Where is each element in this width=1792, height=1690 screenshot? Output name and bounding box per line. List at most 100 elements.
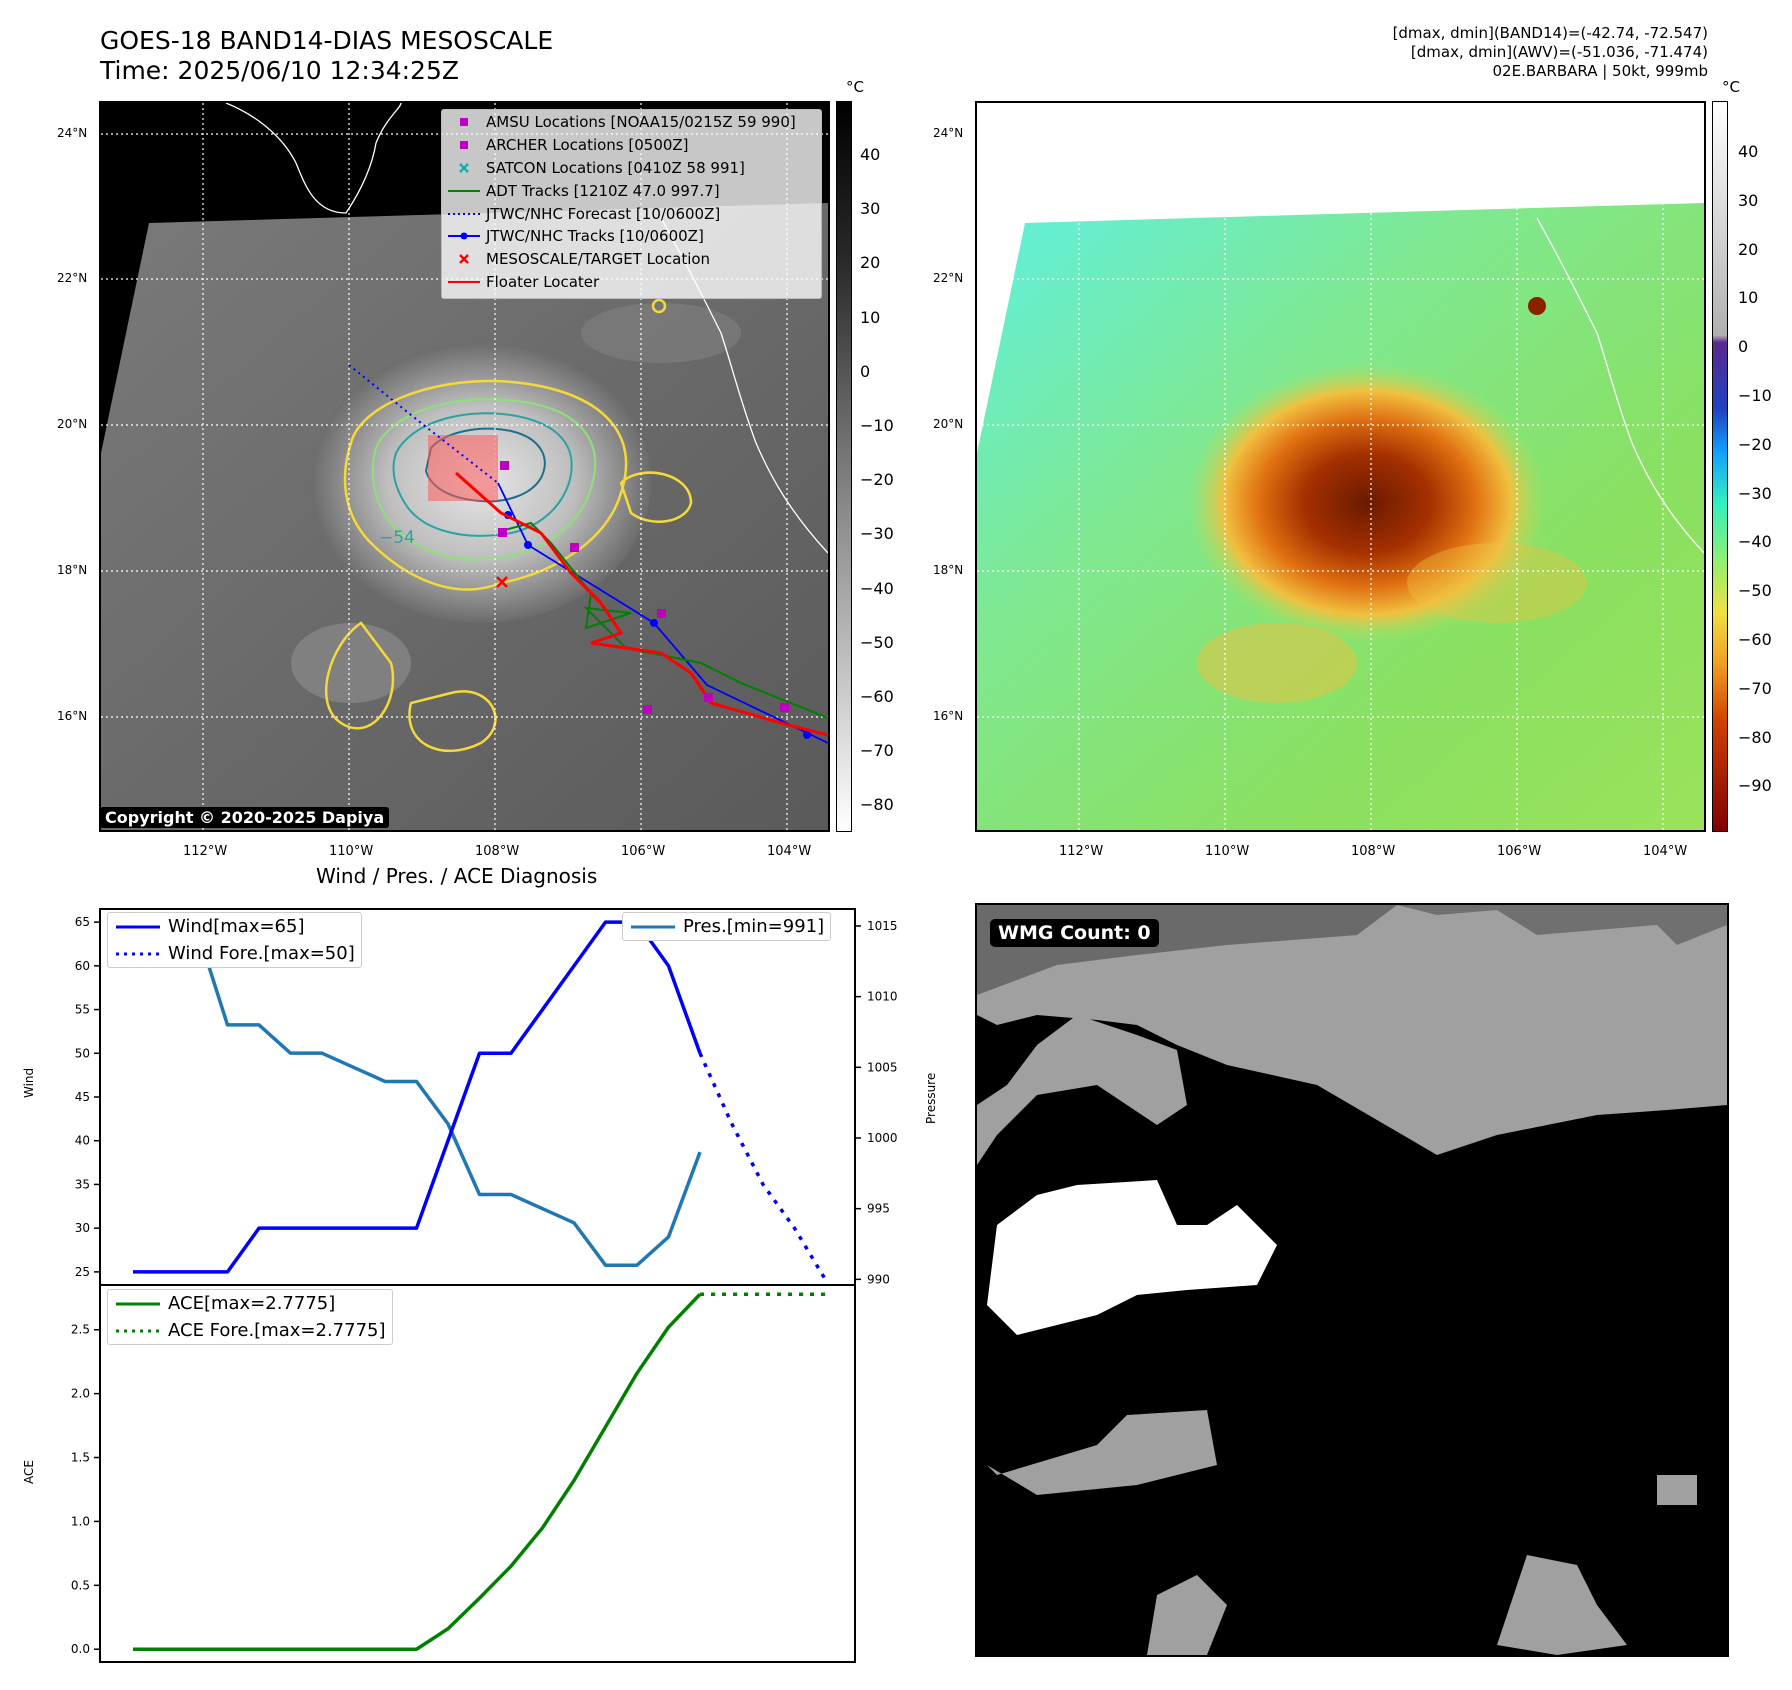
legend-label: MESOSCALE/TARGET Location	[486, 250, 711, 269]
legend-marker	[442, 230, 486, 242]
contour-green	[371, 398, 597, 561]
ace-axis-label: ACE	[22, 1460, 36, 1484]
pressure-tick-label: 1005	[867, 1060, 898, 1074]
ace-tick-label: 1.5	[71, 1451, 90, 1465]
floater-box	[428, 435, 498, 501]
legend-marker	[442, 162, 486, 174]
colorbar-tick: 0	[1738, 337, 1749, 357]
legend-marker	[442, 208, 486, 220]
legend-item: JTWC/NHC Tracks [10/0600Z]	[442, 225, 821, 248]
lat-label: 20°N	[57, 417, 88, 431]
storm-info: 02E.BARBARA | 50kt, 999mb	[1492, 62, 1708, 80]
wind-tick-label: 45	[75, 1090, 90, 1104]
wind-legend: Wind[max=65] Wind Fore.[max=50]	[107, 912, 362, 968]
diagnosis-chart: 25 30 35 40 45 50 55 60 65 990 995 1000 1005 1010 1015…	[71, 908, 898, 1663]
colorbar-tick: −60	[1738, 630, 1772, 649]
lon-label: 106°W	[621, 844, 666, 859]
legend-label: ADT Tracks [1210Z 47.0 997.7]	[486, 181, 720, 200]
legend-item: ARCHER Locations [0500Z]	[442, 134, 821, 157]
lon-label: 104°W	[1643, 844, 1688, 859]
awv-core	[1187, 363, 1547, 643]
legend-item: ADT Tracks [1210Z 47.0 997.7]	[442, 179, 821, 202]
colorbar-tick: −50	[860, 632, 894, 652]
chart-title: Wind / Pres. / ACE Diagnosis	[316, 864, 598, 888]
figure-title: GOES-18 BAND14-DIAS MESOSCALE Time: 2025…	[100, 26, 553, 86]
stats-block: [dmax, dmin](BAND14)=(-42.74, -72.547) […	[1393, 24, 1708, 81]
lon-label: 110°W	[329, 844, 374, 859]
wind-line	[133, 920, 702, 1274]
ace-frame	[99, 1284, 856, 1663]
lat-label: 22°N	[57, 271, 88, 285]
ace-tick-label: 0.0	[71, 1642, 90, 1656]
colorbar-tick: 10	[860, 307, 881, 327]
colorbar-tick: −30	[1738, 483, 1772, 503]
pressure-tick-label: 990	[867, 1272, 890, 1286]
colorbar-ir-unit: °C	[846, 78, 864, 96]
legend-item: JTWC/NHC Forecast [10/0600Z]	[442, 202, 821, 225]
legend-label: SATCON Locations [0410Z 58 991]	[486, 158, 745, 177]
lat-label: 20°N	[933, 417, 964, 431]
wind-tick-label: 30	[75, 1221, 90, 1235]
legend-label: ARCHER Locations [0500Z]	[486, 136, 689, 155]
ace-tick-label: 1.0	[71, 1514, 90, 1528]
wind-tick-label: 60	[75, 959, 90, 973]
legend-marker	[442, 253, 486, 265]
colorbar-tick: −70	[1738, 678, 1772, 698]
colorbar-tick: 40	[860, 145, 881, 164]
ace-legend: ACE[max=2.7775] ACE Fore.[max=2.7775]	[107, 1289, 393, 1345]
colorbar-tick: −60	[860, 687, 894, 706]
floater-track	[455, 471, 828, 737]
wind-tick-label: 65	[75, 915, 90, 929]
copyright-badge: Copyright © 2020-2025 Dapiya	[100, 807, 390, 828]
lat-label: 24°N	[933, 126, 964, 140]
colorbar-tick: −70	[860, 741, 894, 761]
lat-label: 16°N	[57, 709, 88, 723]
ace-legend-label: ACE[max=2.7775]	[168, 1293, 336, 1314]
colorbar-tick: −80	[860, 795, 894, 815]
title-line-1: GOES-18 BAND14-DIAS MESOSCALE	[100, 26, 554, 55]
contour-teal	[392, 412, 573, 537]
lat-label: 18°N	[933, 563, 964, 577]
legend-item: SATCON Locations [0410Z 58 991]	[442, 157, 821, 180]
ace-line	[133, 1293, 702, 1651]
wind-tick-label: 25	[75, 1265, 90, 1279]
wind-axis-label: Wind	[22, 1067, 36, 1098]
ace-fore-legend-label: ACE Fore.[max=2.7775]	[168, 1320, 386, 1341]
title-line-2: Time: 2025/06/10 12:34:25Z	[100, 56, 459, 85]
pressure-tick-label: 995	[867, 1202, 890, 1216]
colorbar-tick: 20	[860, 253, 881, 273]
wmg-panel	[975, 903, 1729, 1657]
colorbar-tick: −50	[1738, 581, 1772, 601]
wmg-image	[977, 905, 1727, 1655]
awv-map	[977, 103, 1704, 830]
lat-label: 24°N	[57, 126, 88, 140]
wind-tick-label: 50	[75, 1046, 90, 1060]
colorbar-tick: −20	[1738, 434, 1772, 454]
wind-tick-label: 55	[75, 1003, 90, 1017]
colorbar-tick: 40	[1738, 142, 1759, 161]
legend-item: AMSU Locations [NOAA15/0215Z 59 990]	[442, 111, 821, 134]
lon-label: 108°W	[475, 844, 520, 859]
amsu-markers	[498, 461, 789, 714]
legend-item: MESOSCALE/TARGET Location	[442, 248, 821, 271]
lat-label: 18°N	[57, 563, 88, 577]
ace-tick-label: 2.5	[71, 1323, 90, 1337]
pressure-axis-label: Pressure	[924, 1072, 938, 1124]
wind-fore-legend-label: Wind Fore.[max=50]	[168, 943, 355, 964]
legend-marker	[442, 276, 486, 288]
lat-label: 16°N	[933, 709, 964, 723]
wmg-upper-band	[977, 905, 1727, 1155]
colorbar-tick: −40	[860, 578, 894, 598]
colorbar-tick: −90	[1738, 776, 1772, 796]
coastline-baja	[225, 103, 402, 214]
legend-label: JTWC/NHC Forecast [10/0600Z]	[486, 204, 721, 223]
awv-gridlines	[977, 103, 1704, 830]
colorbar-tick: 20	[1738, 239, 1759, 259]
wind-tick-label: 40	[75, 1134, 90, 1148]
ace-tick-label: 2.0	[71, 1387, 90, 1401]
colorbar-tick: 30	[860, 199, 881, 219]
target-marker	[496, 576, 508, 588]
legend-label: AMSU Locations [NOAA15/0215Z 59 990]	[486, 113, 796, 132]
legend-marker	[442, 139, 486, 151]
colorbar-tick: −30	[860, 524, 894, 544]
